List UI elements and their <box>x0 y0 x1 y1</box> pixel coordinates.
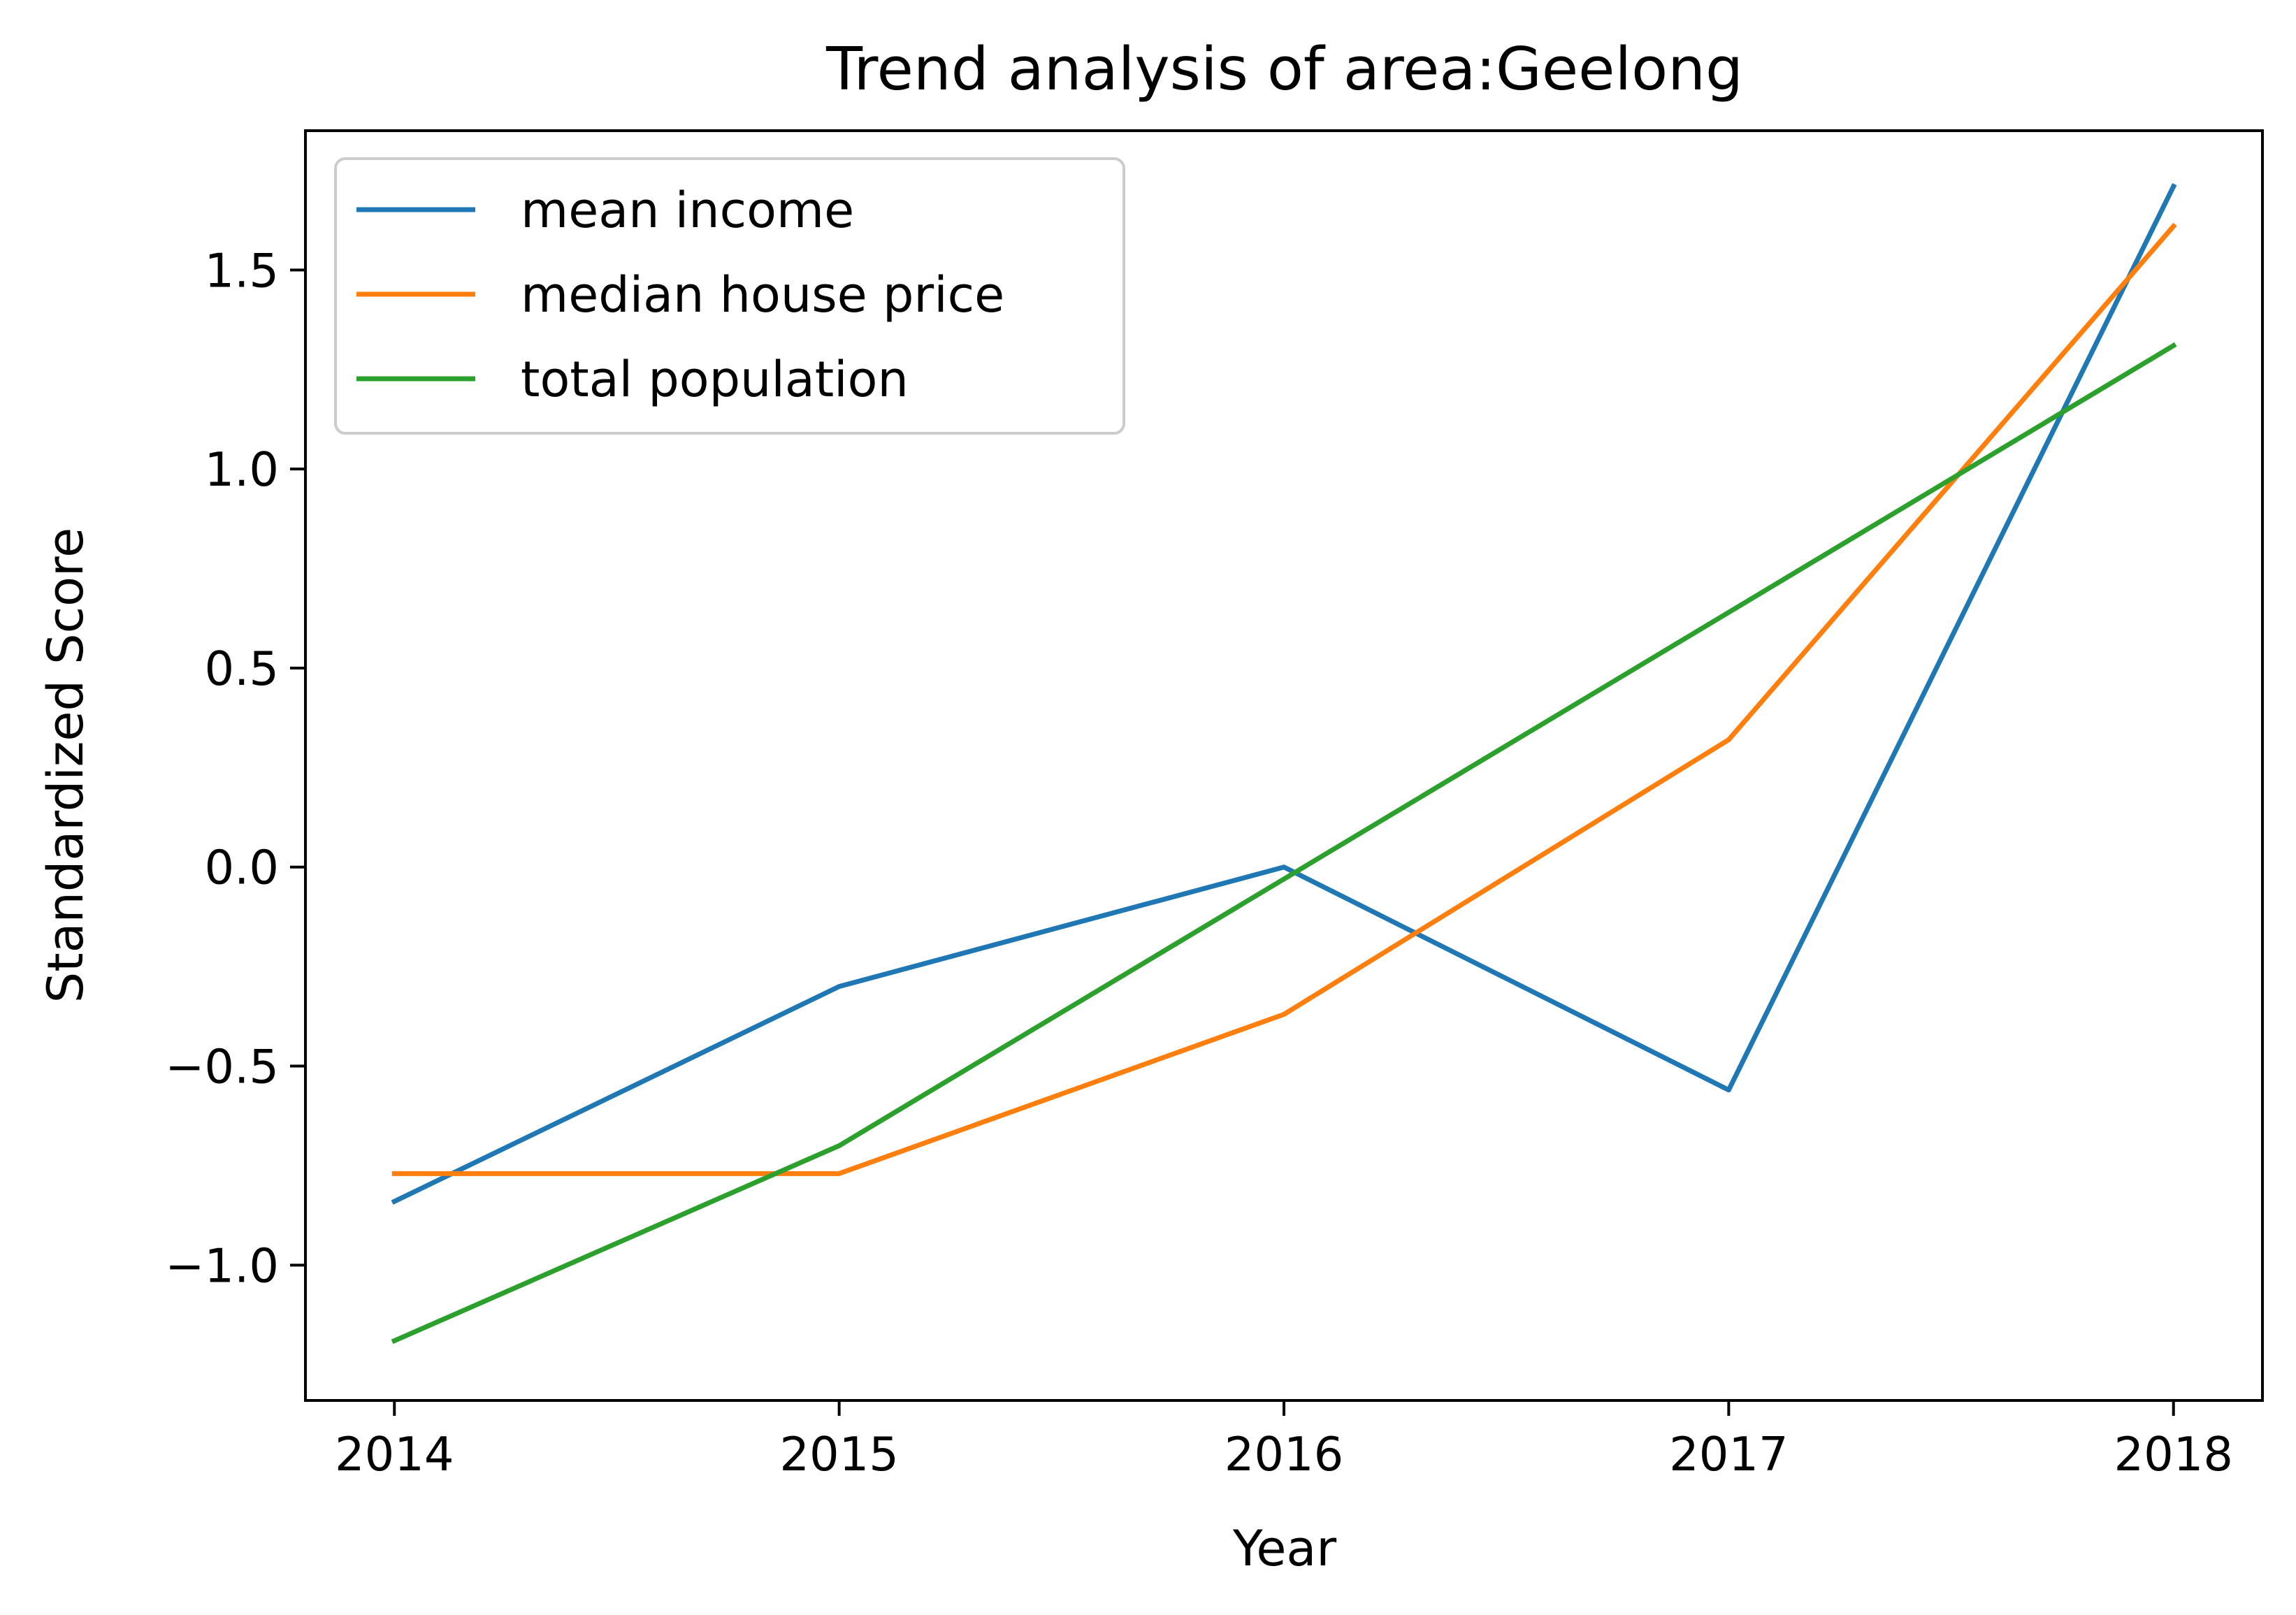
y-tick-label: −1.0 <box>165 1238 279 1293</box>
legend-label: mean income <box>521 182 854 239</box>
x-tick-label: 2017 <box>1669 1427 1789 1482</box>
y-axis: −1.0 −0.5 0.0 0.5 1.0 1.5 <box>165 243 305 1293</box>
legend: mean income median house price total popul… <box>334 157 1125 435</box>
x-tick-label: 2018 <box>2114 1427 2233 1482</box>
series-line-mean-income <box>391 183 2177 1205</box>
legend-box <box>334 157 1125 435</box>
y-tick-label: 1.0 <box>204 442 279 497</box>
series-layer <box>391 183 2177 1345</box>
y-tick-label: 1.5 <box>204 243 279 298</box>
x-axis-label: Year <box>1232 1520 1336 1577</box>
y-axis-label: Standardized Score <box>37 528 94 1003</box>
series-line-total-population <box>391 342 2177 1345</box>
x-axis: 2014 2015 2016 2017 2018 <box>335 1400 2233 1482</box>
y-tick-label: −0.5 <box>165 1040 279 1094</box>
x-tick-label: 2014 <box>335 1427 454 1482</box>
x-tick-label: 2016 <box>1225 1427 1344 1482</box>
chart-title: Trend analysis of area:Geelong <box>825 35 1743 104</box>
x-tick-label: 2015 <box>779 1427 899 1482</box>
y-tick-label: 0.5 <box>204 642 279 696</box>
legend-label: total population <box>521 351 909 408</box>
legend-label: median house price <box>521 266 1004 324</box>
y-tick-label: 0.0 <box>204 841 279 895</box>
series-line-median-house-price <box>391 222 2177 1176</box>
